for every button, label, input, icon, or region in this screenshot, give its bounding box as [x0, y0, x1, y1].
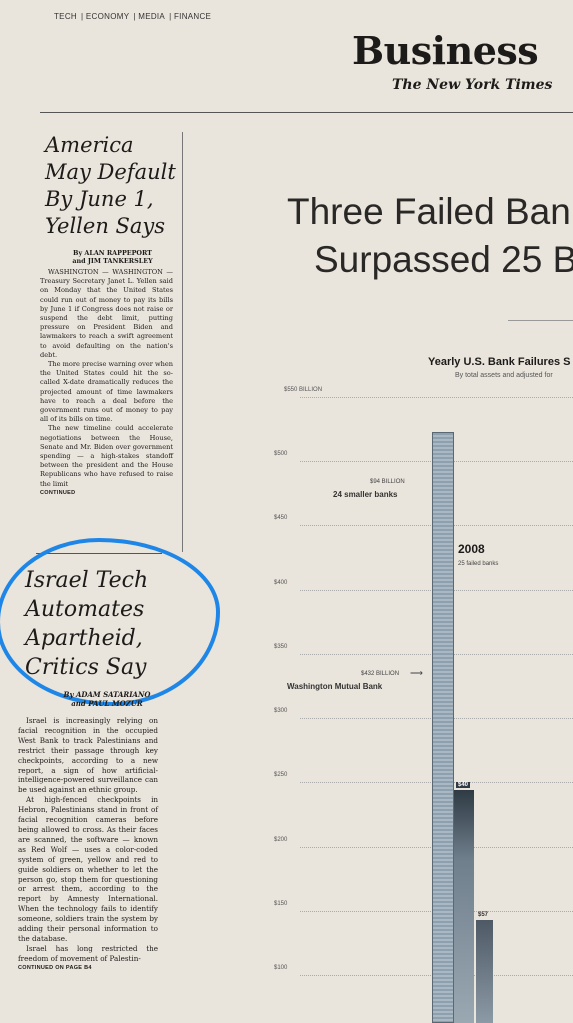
story1-headline: America May Default By June 1, Yellen Sa…	[45, 133, 176, 238]
y-tick-label: $150	[274, 900, 288, 907]
y-tick-label: $200	[274, 836, 288, 843]
story3-headline: Three Failed Ban Surpassed 25 B	[287, 191, 573, 280]
bar-label-1: $40	[456, 782, 471, 788]
annotation-small-value: $94 BILLION	[370, 479, 405, 485]
annotation-wamu-value: $432 BILLION	[361, 671, 400, 677]
year-label: 2008	[458, 542, 485, 556]
column-rule	[182, 132, 183, 552]
annotation-wamu-label: Washington Mutual Bank	[287, 682, 383, 691]
section-finance: FINANCE	[173, 12, 212, 21]
y-tick-label: $100	[274, 965, 288, 971]
year-sublabel: 25 failed banks	[458, 561, 499, 567]
story2-byline: By ADAM SATARIANO and PAUL MOZUR	[63, 690, 151, 708]
hand-drawn-circle	[0, 538, 220, 706]
paper-name: The New York Times	[392, 77, 553, 93]
y-tick-label: $300	[274, 708, 288, 715]
y-tick-label: $550 BILLION	[284, 387, 323, 393]
masthead: Business	[352, 28, 539, 73]
section-tech: TECH	[54, 12, 77, 21]
section-economy: ECONOMY	[85, 12, 130, 21]
section-nav: TECH | ECONOMY | MEDIA | FINANCE	[54, 12, 212, 21]
story1-continued: CONTINUED	[40, 489, 76, 496]
masthead-rule	[40, 112, 573, 113]
chart-subtitle: By total assets and adjusted for	[455, 372, 553, 379]
y-tick-label: $250	[274, 772, 288, 779]
y-tick-label: $500	[274, 451, 288, 458]
story2-continued: CONTINUED ON PAGE B4	[18, 964, 92, 971]
story1-byline: By ALAN RAPPEPORT and JIM TANKERSLEY	[72, 249, 153, 265]
bar-label-2: $57	[478, 912, 489, 918]
story2-body: Israel is increasingly relying on facial…	[18, 716, 158, 974]
bar-2008-stack	[432, 432, 454, 1023]
y-gridline	[300, 397, 573, 398]
bar-washington-mutual	[454, 790, 474, 1023]
y-tick-label: $450	[274, 515, 288, 522]
annotation-arrow: ⟶	[410, 668, 423, 678]
y-tick-label: $350	[274, 643, 288, 650]
chart-top-rule	[508, 320, 573, 321]
chart-title: Yearly U.S. Bank Failures S	[428, 356, 571, 368]
story1-body: WASHINGTON — WASHINGTON — Treasury Secre…	[40, 268, 173, 498]
y-tick-label: $400	[274, 579, 288, 586]
section-media: MEDIA	[138, 12, 166, 21]
bar-second	[476, 920, 493, 1023]
annotation-small-label: 24 smaller banks	[333, 490, 398, 499]
